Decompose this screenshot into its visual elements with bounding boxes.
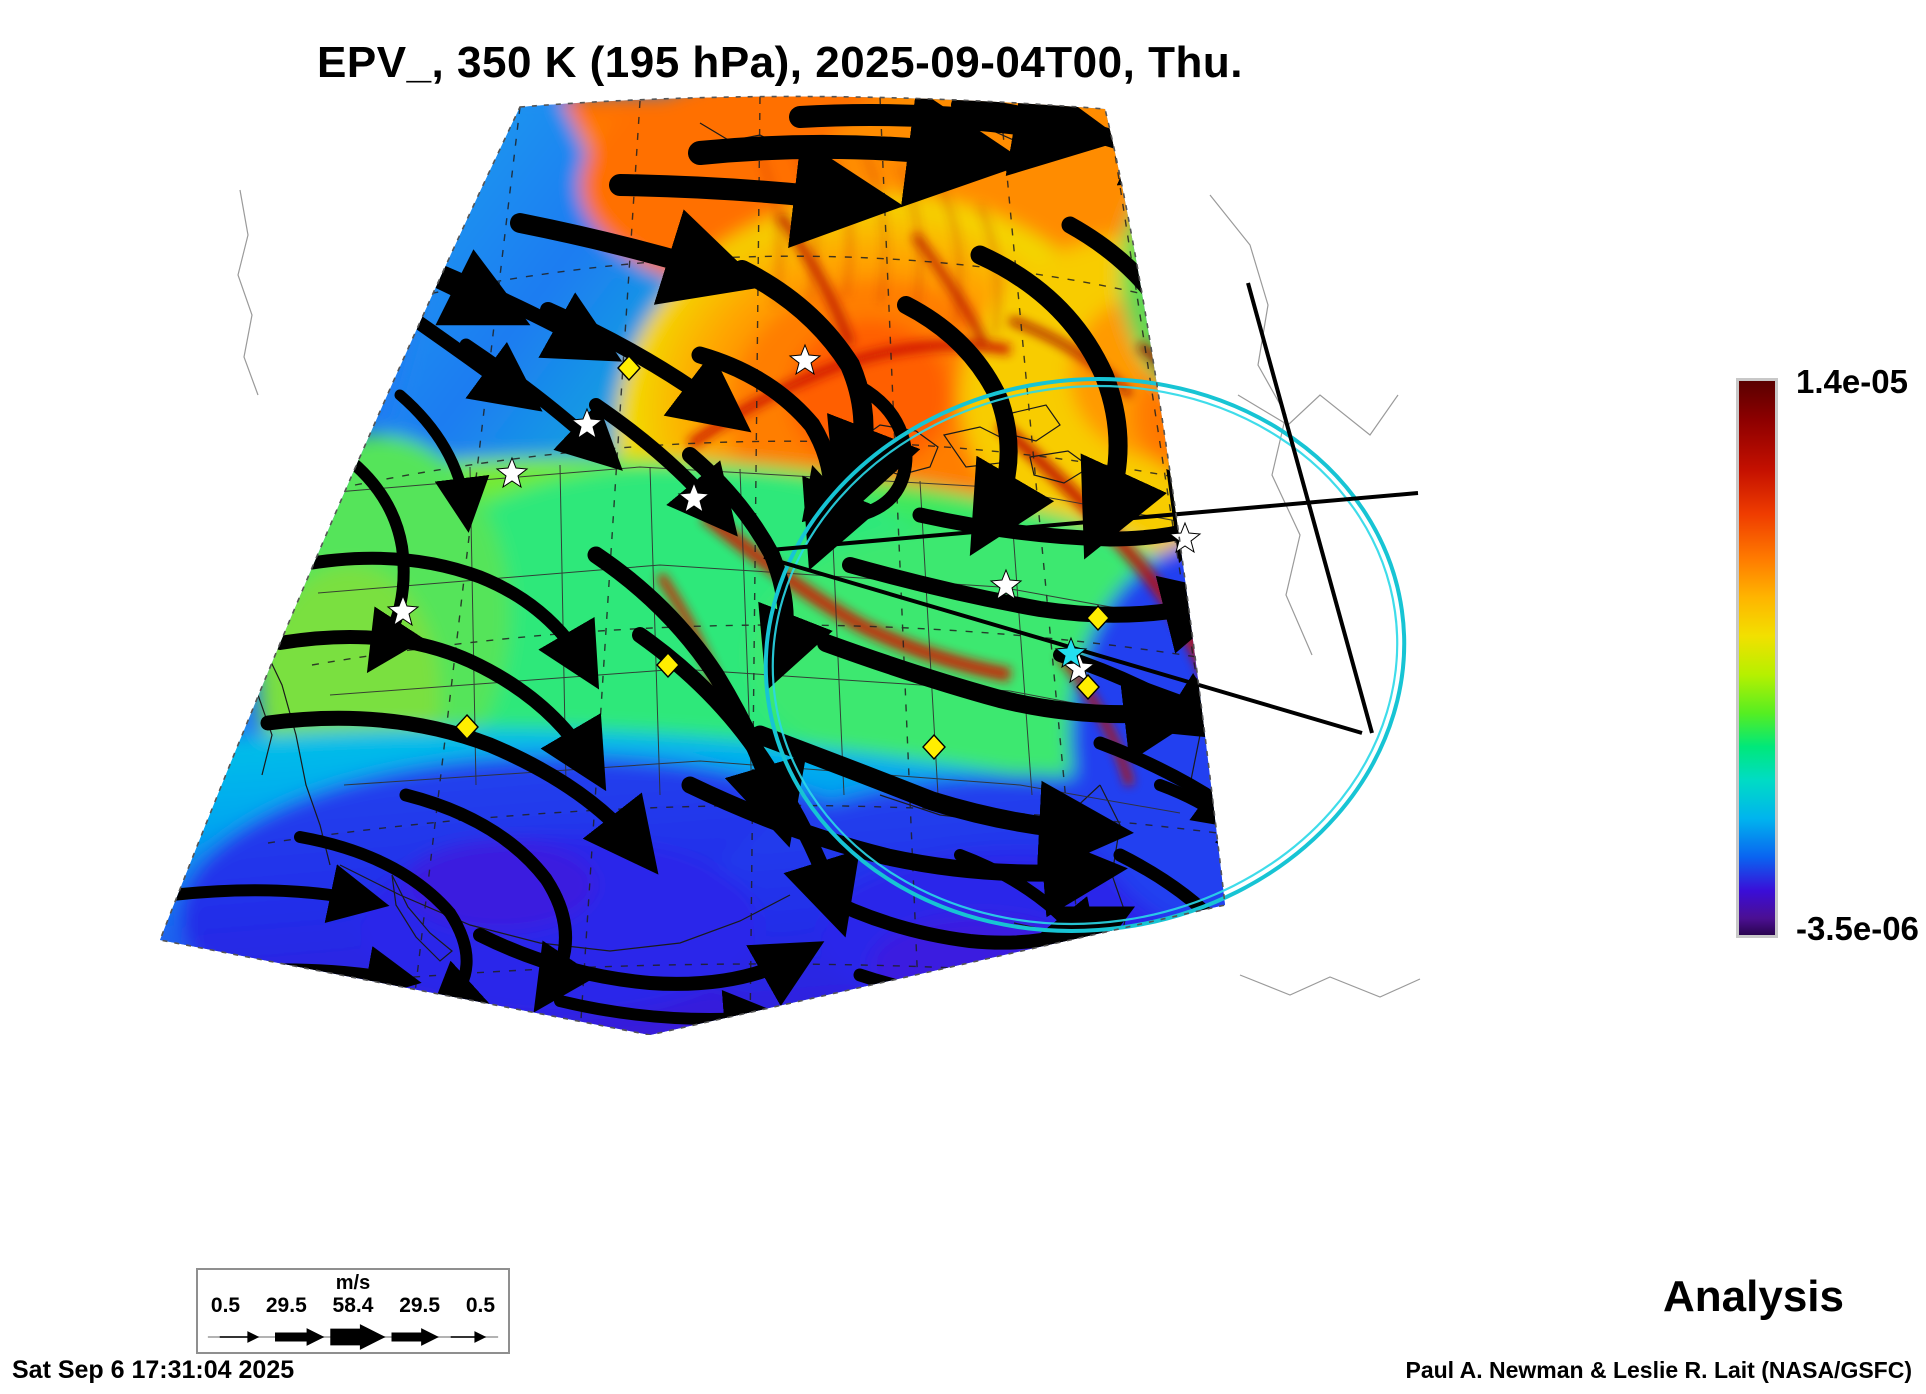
yellow-diamond-marker: [1086, 604, 1110, 632]
yellow-diamond-marker: [617, 354, 641, 382]
map-boundary: [158, 95, 1226, 1035]
yellow-diamond-marker: [455, 713, 479, 741]
yellow-diamond-marker: [1076, 673, 1100, 701]
colorbar-min-label: -3.5e-06: [1796, 910, 1919, 947]
wind-tick-2: 58.4: [332, 1294, 374, 1317]
wind-tick-1: 29.5: [265, 1294, 307, 1317]
cyan-star-marker: [1054, 636, 1088, 669]
wind-tick-labels: 0.5 29.5 58.4 29.5 0.5: [198, 1294, 508, 1318]
wind-tick-3: 29.5: [399, 1294, 441, 1317]
generation-timestamp: Sat Sep 6 17:31:04 2025: [12, 1356, 295, 1384]
colorbar: 1.4e-05 -3.5e-06: [1730, 310, 1926, 1030]
map-figure: [0, 95, 1560, 1035]
wind-arrow-scale-icon: [207, 1324, 499, 1350]
wind-tick-4: 0.5: [465, 1294, 496, 1317]
colorbar-max-label: 1.4e-05: [1796, 363, 1908, 400]
cyan-ellipse-region: [763, 377, 1407, 933]
white-star-marker: [570, 407, 604, 440]
yellow-diamond-marker: [922, 733, 946, 761]
white-star-marker: [1168, 521, 1202, 554]
transect-lines: [763, 282, 1419, 735]
author-credit: Paul A. Newman & Leslie R. Lait (NASA/GS…: [1405, 1357, 1912, 1383]
wind-speed-legend: m/s 0.5 29.5 58.4 29.5 0.5: [196, 1268, 510, 1354]
analysis-label: Analysis: [1663, 1272, 1844, 1321]
station-markers: [386, 343, 1202, 761]
white-star-marker: [788, 343, 822, 376]
white-star-marker: [386, 594, 420, 627]
white-star-marker: [495, 456, 529, 489]
colorbar-gradient: [1736, 378, 1778, 938]
white-star-marker: [677, 481, 711, 514]
wind-tick-0: 0.5: [210, 1294, 241, 1317]
yellow-diamond-marker: [656, 651, 680, 679]
page-title: EPV_, 350 K (195 hPa), 2025-09-04T00, Th…: [317, 38, 1243, 87]
white-star-marker: [989, 568, 1023, 601]
wind-units-label: m/s: [335, 1272, 371, 1294]
